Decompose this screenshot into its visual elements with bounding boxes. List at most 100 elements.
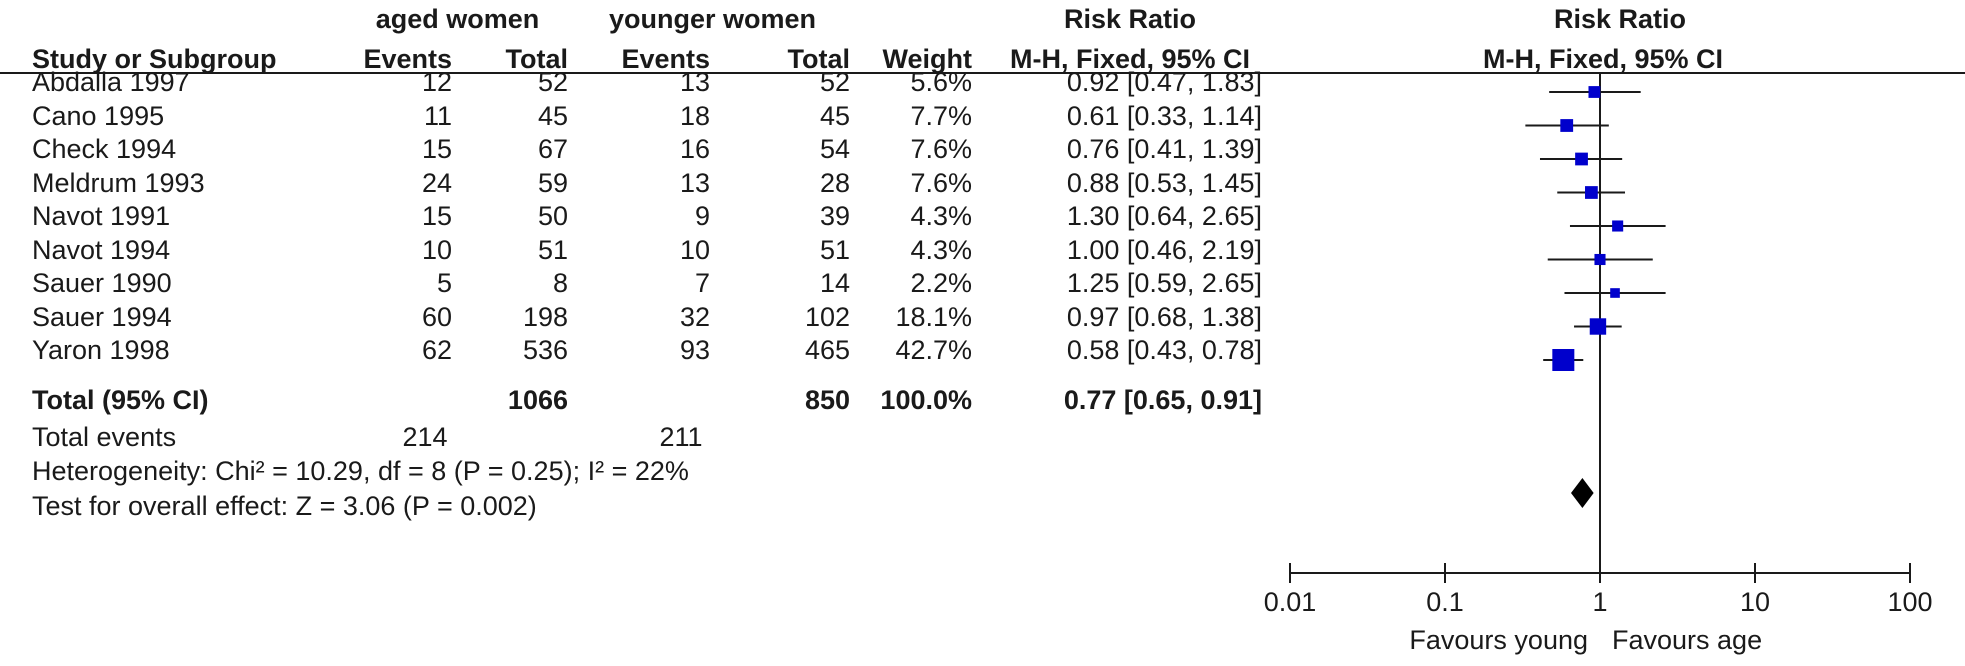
weight-value: 18.1% <box>895 301 972 332</box>
events2-total: 211 <box>659 422 703 452</box>
study-name: Check 1994 <box>32 134 177 164</box>
ci-text: 1.25 [0.59, 2.65] <box>1066 268 1262 298</box>
point-estimate-marker <box>1552 349 1575 371</box>
events1-value: 12 <box>421 67 452 97</box>
weight-value: 4.3% <box>910 234 972 265</box>
weight-value: 2.2% <box>910 268 972 298</box>
events1-value: 5 <box>436 268 452 298</box>
ci-text: 0.76 [0.41, 1.39] <box>1066 134 1262 164</box>
point-estimate-marker <box>1610 288 1620 298</box>
weight-header: Weight <box>882 44 973 74</box>
total2-value: 850 <box>804 385 850 415</box>
weight-value: 42.7% <box>895 335 972 365</box>
pooled-diamond <box>1571 478 1594 508</box>
events2-header: Events <box>621 44 710 74</box>
plot-method: M-H, Fixed, 95% CI <box>1483 44 1724 74</box>
overall-effect-test: Test for overall effect: Z = 3.06 (P = 0… <box>32 491 537 521</box>
study-name: Cano 1995 <box>32 100 165 131</box>
total1-value-row: 8 <box>552 268 568 298</box>
total1-value-row: 536 <box>522 335 568 365</box>
x-tick-label: 0.1 <box>1426 587 1464 617</box>
study-name: Sauer 1994 <box>32 301 172 332</box>
total1-value-row: 52 <box>537 67 568 97</box>
plot-title: Risk Ratio <box>1553 4 1687 34</box>
ci-text: 0.92 [0.47, 1.83] <box>1066 67 1262 97</box>
total-label: Total (95% CI) <box>32 385 209 415</box>
study-column-header: Study or Subgroup <box>32 44 277 74</box>
total1-value-row: 198 <box>522 301 568 332</box>
total2-value-row: 54 <box>819 134 850 164</box>
total2-value-row: 52 <box>819 67 850 97</box>
study-name: Navot 1994 <box>32 234 171 265</box>
point-estimate-marker <box>1589 318 1607 335</box>
point-estimate-marker <box>1560 119 1574 132</box>
ci-text: 0.97 [0.68, 1.38] <box>1066 301 1262 332</box>
favours-left-label: Favours young <box>1409 625 1588 655</box>
total1-value-row: 51 <box>537 234 568 265</box>
study-name: Sauer 1990 <box>32 268 172 298</box>
total2-value-row: 102 <box>804 301 850 332</box>
ci-text: 0.88 [0.53, 1.45] <box>1066 167 1262 198</box>
total-ci-text: 0.77 [0.65, 0.91] <box>1063 385 1262 415</box>
study-name: Yaron 1998 <box>32 335 170 365</box>
total-events-label: Total events <box>32 422 177 452</box>
point-estimate-marker <box>1588 86 1601 98</box>
study-name: Navot 1991 <box>32 201 171 231</box>
header-rule <box>0 72 1965 74</box>
events2-value: 13 <box>679 67 710 97</box>
weight-value: 7.6% <box>910 167 972 198</box>
study-name: Abdalla 1997 <box>32 67 190 97</box>
events2-value: 18 <box>679 100 710 131</box>
total2-value-row: 465 <box>804 335 850 365</box>
point-estimate-marker <box>1575 152 1588 166</box>
total1-value: 1066 <box>507 385 568 415</box>
events2-value: 9 <box>694 201 710 231</box>
total1-header: Total <box>505 44 569 74</box>
ci-text: 0.61 [0.33, 1.14] <box>1066 100 1262 131</box>
heterogeneity-stats: Heterogeneity: Chi² = 10.29, df = 8 (P =… <box>32 456 689 486</box>
events1-value: 15 <box>421 201 452 231</box>
group2-header: younger women <box>608 4 817 34</box>
events2-value: 32 <box>679 301 710 332</box>
total1-value-row: 45 <box>537 100 568 131</box>
rr-column-method: M-H, Fixed, 95% CI <box>1010 44 1251 74</box>
total2-value-row: 14 <box>819 268 850 298</box>
x-tick-label: 100 <box>1887 587 1932 617</box>
point-estimate-marker <box>1612 220 1624 232</box>
total1-value-row: 50 <box>537 201 568 231</box>
events1-value: 15 <box>421 134 452 164</box>
total1-value-row: 67 <box>537 134 568 164</box>
ci-text: 1.00 [0.46, 2.19] <box>1066 234 1262 265</box>
total-weight: 100.0% <box>880 385 972 415</box>
point-estimate-marker <box>1585 186 1598 199</box>
rr-column-title: Risk Ratio <box>1063 4 1197 34</box>
total2-value-row: 45 <box>819 100 850 131</box>
events1-value: 24 <box>421 167 452 198</box>
weight-value: 7.6% <box>910 134 972 164</box>
events1-header: Events <box>363 44 452 74</box>
events2-value: 10 <box>679 234 710 265</box>
x-tick-label: 0.01 <box>1264 587 1317 617</box>
favours-right-label: Favours age <box>1612 625 1762 655</box>
group1-header: aged women <box>375 4 540 34</box>
events1-total: 214 <box>402 422 448 452</box>
x-tick-label: 1 <box>1592 587 1607 617</box>
events2-value: 93 <box>679 335 710 365</box>
point-estimate-marker <box>1594 253 1606 266</box>
events2-value: 13 <box>679 167 710 198</box>
weight-value: 5.6% <box>910 67 972 97</box>
events2-value: 7 <box>694 268 710 298</box>
total1-value-row: 59 <box>537 167 568 198</box>
total2-value-row: 51 <box>819 234 850 265</box>
events1-value: 62 <box>421 335 452 365</box>
total2-header: Total <box>787 44 851 74</box>
events2-value: 16 <box>679 134 710 164</box>
weight-value: 4.3% <box>910 201 972 231</box>
ci-text: 0.58 [0.43, 0.78] <box>1066 335 1262 365</box>
x-tick-label: 10 <box>1740 587 1770 617</box>
total2-value-row: 39 <box>819 201 850 231</box>
events1-value: 11 <box>423 100 452 131</box>
weight-value: 7.7% <box>910 100 972 131</box>
